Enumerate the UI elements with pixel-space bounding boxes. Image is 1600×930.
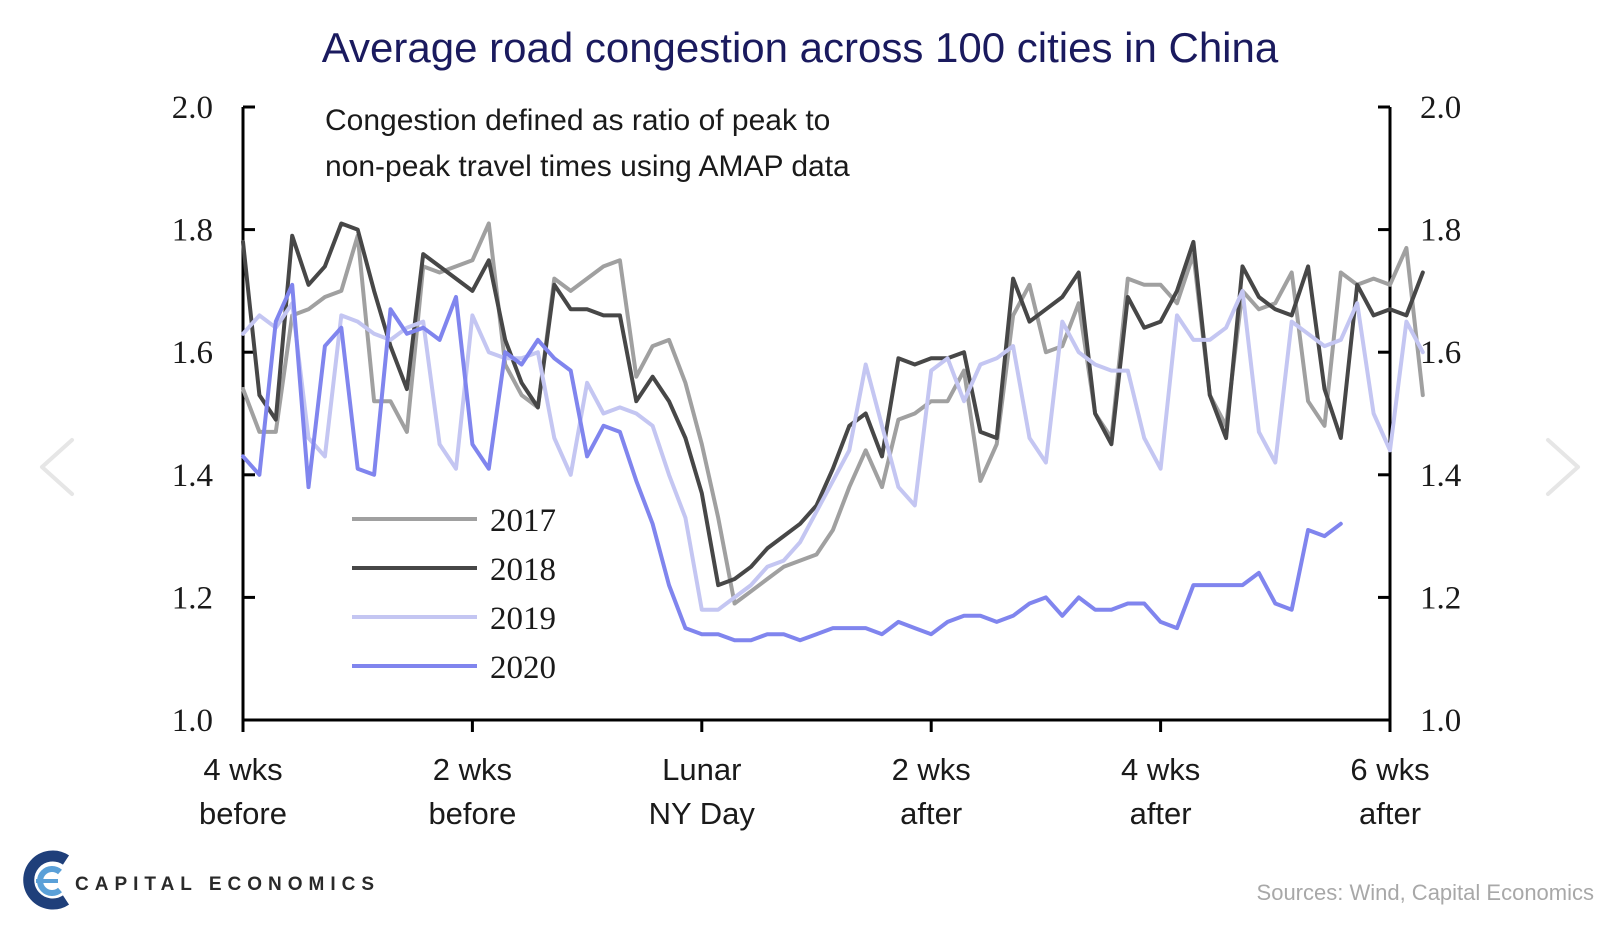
legend: 2017 2018 2019 2020 (352, 503, 556, 686)
y-tick-label-right: 1.4 (1420, 458, 1461, 494)
series-line-2019 (241, 288, 1425, 612)
series-lines (241, 221, 1425, 643)
x-tick-label: before (428, 796, 516, 831)
x-tick-label: before (199, 796, 287, 831)
series-line-2020 (241, 282, 1343, 643)
y-tick-label-left: 1.2 (172, 580, 213, 616)
legend-label-2020: 2020 (490, 650, 556, 686)
y-tick-label-right: 1.6 (1420, 335, 1461, 371)
chart-note-line-1: Congestion defined as ratio of peak to (325, 104, 830, 137)
x-tick-label: 2 wks (892, 752, 971, 787)
x-ticks: 4 wks before 2 wks before Lunar NY Day 2 wks af… (199, 720, 1430, 831)
x-tick-label: 2 wks (433, 752, 512, 787)
y-ticks-left: 1.0 1.2 1.4 1.6 1.8 2.0 (172, 90, 255, 739)
series-line-2018 (241, 221, 1425, 588)
y-tick-label-left: 1.4 (172, 458, 213, 494)
x-tick-label: after (1359, 796, 1421, 831)
brand-name: CAPITAL ECONOMICS (75, 874, 380, 895)
x-tick-label: 4 wks (1121, 752, 1200, 787)
prev-slide-button[interactable] (40, 438, 74, 496)
x-tick-label: after (900, 796, 962, 831)
x-tick-label: after (1130, 796, 1192, 831)
legend-label-2017: 2017 (490, 503, 556, 539)
x-tick-label: 6 wks (1350, 752, 1429, 787)
capital-economics-logo (23, 850, 70, 910)
y-tick-label-left: 2.0 (172, 90, 213, 126)
y-tick-label-right: 1.2 (1420, 580, 1461, 616)
y-tick-label-left: 1.6 (172, 335, 213, 371)
chart-title: Average road congestion across 100 citie… (322, 24, 1279, 71)
y-tick-label-right: 2.0 (1420, 90, 1461, 126)
next-slide-button[interactable] (1546, 438, 1580, 496)
y-ticks-right: 1.0 1.2 1.4 1.6 1.8 2.0 (1378, 90, 1461, 739)
chart-note-line-2: non-peak travel times using AMAP data (325, 150, 850, 183)
y-tick-label-left: 1.0 (172, 703, 213, 739)
chevron-left-icon (40, 438, 74, 496)
x-tick-label: NY Day (649, 796, 756, 831)
chevron-right-icon (1546, 438, 1580, 496)
x-tick-label: Lunar (662, 752, 741, 787)
y-tick-label-left: 1.8 (172, 213, 213, 249)
y-tick-label-right: 1.8 (1420, 213, 1461, 249)
x-tick-label: 4 wks (203, 752, 282, 787)
y-tick-label-right: 1.0 (1420, 703, 1461, 739)
legend-label-2019: 2019 (490, 601, 556, 637)
sources-note: Sources: Wind, Capital Economics (1257, 880, 1594, 905)
legend-label-2018: 2018 (490, 552, 556, 588)
